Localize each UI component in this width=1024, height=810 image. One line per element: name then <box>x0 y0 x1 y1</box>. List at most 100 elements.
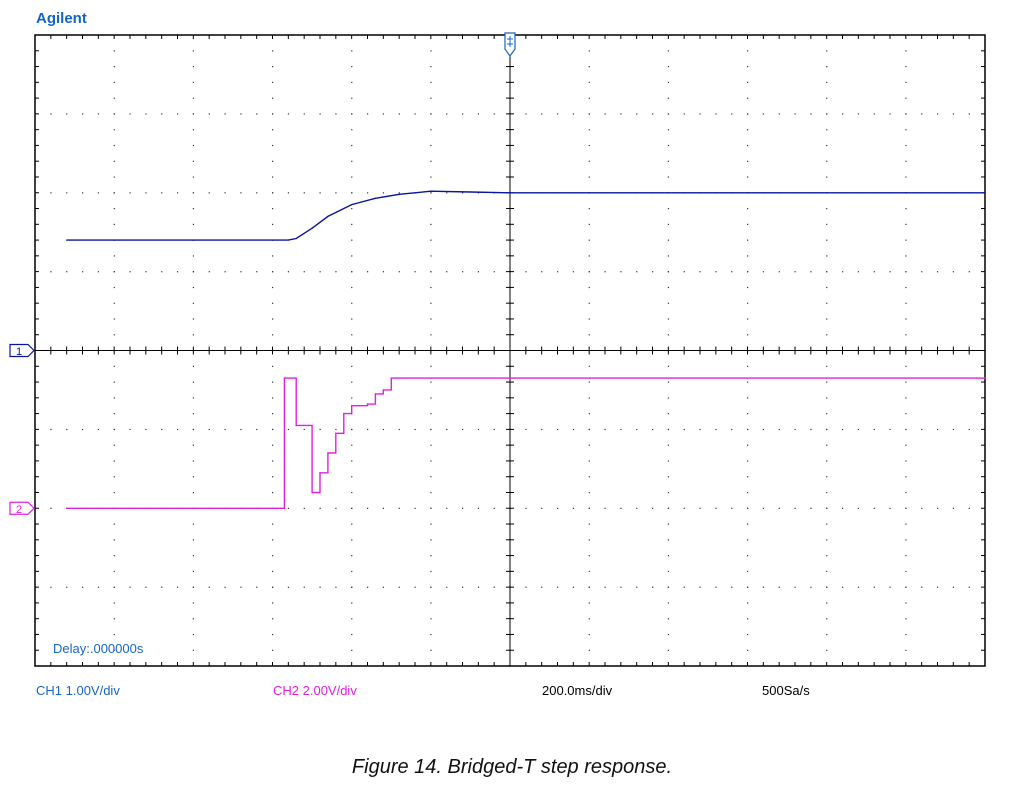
ch2-trace-point <box>271 507 274 509</box>
grid-dot <box>842 586 844 588</box>
grid-dot <box>826 97 828 99</box>
grid-dot <box>82 428 84 431</box>
grid-dot <box>256 113 258 115</box>
grid-dot <box>652 271 654 273</box>
grid-dot <box>826 365 828 367</box>
grid-dot <box>905 444 907 446</box>
ch1-trace-point <box>66 239 68 241</box>
grid-dot <box>177 192 179 194</box>
grid-dot <box>588 97 590 99</box>
grid-dot <box>287 271 290 273</box>
grid-dot <box>351 113 353 115</box>
grid-dot <box>588 413 590 415</box>
grid-dot <box>747 239 749 241</box>
grid-dot <box>351 649 353 651</box>
grid-dot <box>351 491 353 494</box>
grid-dot <box>192 160 195 162</box>
grid-dot <box>430 66 432 68</box>
grid-dot <box>287 507 290 509</box>
grid-dot <box>572 428 575 431</box>
grid-dot <box>351 539 353 541</box>
grid-dot <box>636 428 638 431</box>
grid-dot <box>192 618 195 620</box>
grid-dot <box>192 570 195 573</box>
grid-dot <box>192 523 195 525</box>
grid-dot <box>921 271 923 273</box>
grid-dot <box>113 586 115 588</box>
grid-dot <box>272 397 274 399</box>
grid-dot <box>588 539 590 541</box>
grid-dot <box>937 586 939 588</box>
grid-dot <box>287 113 290 115</box>
grid-dot <box>97 586 100 588</box>
grid-dot <box>905 239 907 241</box>
grid-dot <box>905 81 907 84</box>
grid-dot <box>192 381 195 383</box>
grid-dot <box>541 271 543 273</box>
grid-dot <box>50 428 52 431</box>
ch2-trace-point <box>826 377 828 379</box>
grid-dot <box>667 318 670 320</box>
grid-dot <box>477 428 480 431</box>
grid-dot <box>588 602 590 604</box>
grid-dot <box>351 334 353 336</box>
ch1-trace-point <box>746 192 749 194</box>
grid-dot <box>97 113 100 115</box>
grid-dot <box>208 586 210 588</box>
grid-dot <box>129 428 131 431</box>
grid-dot <box>826 633 828 636</box>
grid-dot <box>588 633 590 636</box>
grid-dot <box>667 444 670 446</box>
grid-dot <box>113 302 115 304</box>
grid-dot <box>588 286 590 289</box>
grid-dot <box>319 192 321 194</box>
grid-dot <box>826 507 828 509</box>
grid-dot <box>604 507 606 509</box>
grid-dot <box>351 208 353 210</box>
grid-dot <box>319 586 321 588</box>
grid-dot <box>778 586 780 588</box>
grid-dot <box>842 507 844 509</box>
grid-dot <box>240 586 242 588</box>
grid-dot <box>889 586 891 588</box>
grid-dot <box>747 602 749 604</box>
grid-dot <box>113 444 115 446</box>
grid-dot <box>667 570 670 573</box>
grid-dot <box>905 365 907 367</box>
grid-dot <box>667 223 670 225</box>
grid-dot <box>335 428 337 431</box>
grid-dot <box>398 192 400 194</box>
grid-dot <box>826 539 828 541</box>
grid-dot <box>762 586 765 588</box>
grid-dot <box>905 208 907 210</box>
grid-dot <box>272 413 274 415</box>
grid-dot <box>715 271 717 273</box>
grid-dot <box>192 286 195 289</box>
grid-dot <box>588 381 590 383</box>
grid-dot <box>446 113 448 115</box>
grid-dot <box>826 160 828 162</box>
grid-dot <box>97 192 100 194</box>
grid-dot <box>652 586 654 588</box>
grid-dot <box>145 586 147 588</box>
ch2-trace <box>66 377 985 509</box>
ch1-trace-point <box>588 192 590 194</box>
grid-dot <box>762 428 765 431</box>
grid-dot <box>683 428 685 431</box>
grid-dot <box>430 208 432 210</box>
grid-dot <box>588 66 590 68</box>
grid-dot <box>557 113 559 115</box>
grid-dot <box>303 428 305 431</box>
grid-dot <box>588 460 590 462</box>
ch2-trace-point <box>343 413 345 415</box>
grid-dot <box>525 113 527 115</box>
grid-dot <box>715 113 717 115</box>
grid-dot <box>462 192 464 194</box>
grid-dot <box>272 50 274 52</box>
grid-dot <box>113 555 115 557</box>
grid-dot <box>50 586 52 588</box>
grid-dot <box>810 113 812 115</box>
grid-dot <box>462 271 464 273</box>
grid-dot <box>667 507 670 509</box>
grid-dot <box>778 271 780 273</box>
